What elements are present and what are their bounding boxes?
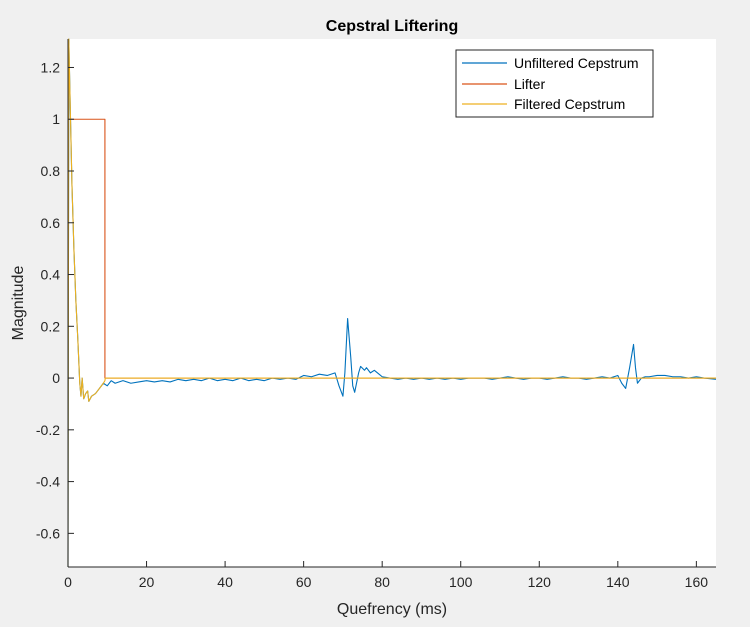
- legend-label-lifter: Lifter: [514, 76, 545, 92]
- x-tick-label: 40: [217, 574, 233, 590]
- y-tick-label: 0: [52, 370, 60, 386]
- x-tick-label: 20: [139, 574, 155, 590]
- x-axis: 0 20 40 60 80 100 120 140 160: [64, 561, 708, 590]
- x-axis-label: Quefrency (ms): [337, 601, 447, 618]
- y-tick-label: -0.6: [36, 525, 60, 541]
- y-tick-label: 0.6: [41, 215, 61, 231]
- y-axis: -0.6 -0.4 -0.2 0 0.2 0.4 0.6 0.8 1 1.2: [36, 59, 74, 541]
- y-tick-label: 1.2: [41, 59, 61, 75]
- y-tick-label: 0.8: [41, 163, 61, 179]
- plot-area: [68, 39, 716, 567]
- y-tick-label: 1: [52, 111, 60, 127]
- legend: Unfiltered Cepstrum Lifter Filtered Ceps…: [455, 49, 654, 118]
- legend-label-unfiltered: Unfiltered Cepstrum: [514, 55, 639, 71]
- x-tick-label: 60: [296, 574, 312, 590]
- x-tick-label: 0: [64, 574, 72, 590]
- axes-frame: [67, 39, 716, 568]
- legend-label-filtered: Filtered Cepstrum: [514, 96, 625, 112]
- y-tick-label: -0.4: [36, 474, 60, 490]
- x-tick-label: 80: [374, 574, 390, 590]
- y-tick-label: 0.2: [41, 318, 61, 334]
- x-tick-label: 100: [449, 574, 473, 590]
- y-tick-label: 0.4: [41, 267, 61, 283]
- x-tick-label: 160: [685, 574, 709, 590]
- series-layer: [67, 38, 717, 568]
- series-line-filtered: [67, 38, 716, 568]
- y-tick-label: -0.2: [36, 422, 60, 438]
- x-tick-label: 120: [528, 574, 552, 590]
- y-axis-label: Magnitude: [10, 266, 27, 341]
- chart-title: Cepstral Liftering: [326, 18, 458, 35]
- x-tick-label: 140: [606, 574, 630, 590]
